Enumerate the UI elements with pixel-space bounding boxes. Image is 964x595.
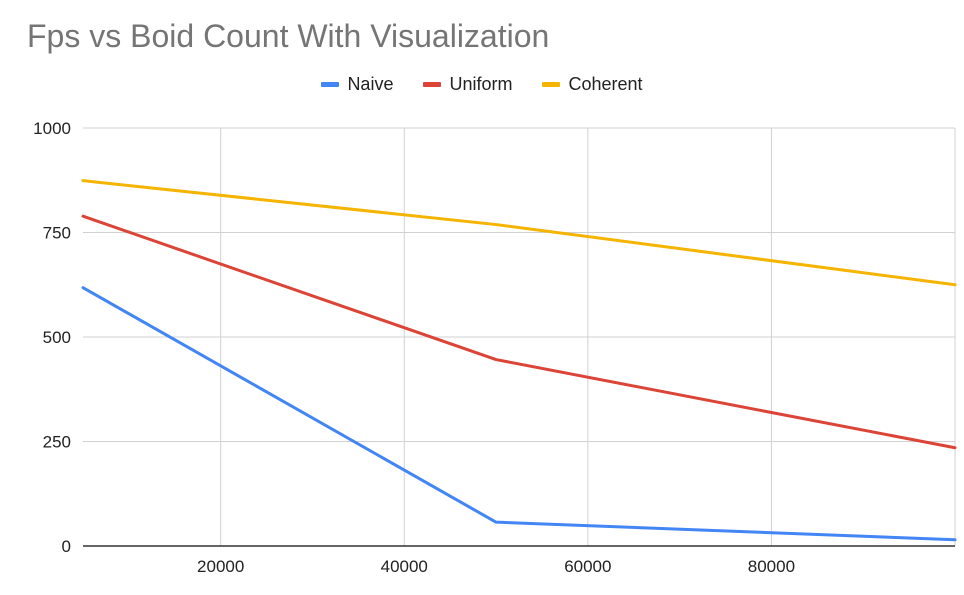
- chart-title: Fps vs Boid Count With Visualization: [27, 18, 550, 54]
- legend-label-uniform: Uniform: [449, 74, 513, 94]
- legend-item-naive[interactable]: Naive: [321, 74, 393, 95]
- x-tick-label: 60000: [564, 557, 611, 576]
- legend-label-coherent: Coherent: [568, 74, 643, 94]
- legend-item-uniform[interactable]: Uniform: [423, 74, 512, 95]
- y-tick-label: 0: [62, 537, 71, 556]
- series-line-naive: [81, 286, 957, 542]
- x-tick-label: 40000: [381, 557, 428, 576]
- y-tick-label: 250: [43, 433, 71, 452]
- x-tick-label: 80000: [748, 557, 795, 576]
- legend-swatch-coherent: [542, 82, 561, 87]
- series-line-uniform: [81, 214, 957, 450]
- y-tick-label: 1000: [33, 119, 71, 138]
- legend-swatch-naive: [321, 82, 340, 87]
- legend: Naive Uniform Coherent: [0, 74, 964, 95]
- legend-label-naive: Naive: [347, 74, 394, 94]
- legend-swatch-uniform: [423, 82, 442, 87]
- legend-item-coherent[interactable]: Coherent: [542, 74, 643, 95]
- y-tick-label: 750: [43, 224, 71, 243]
- series-line-coherent: [81, 179, 957, 287]
- y-tick-label: 500: [43, 328, 71, 347]
- x-tick-label: 20000: [197, 557, 244, 576]
